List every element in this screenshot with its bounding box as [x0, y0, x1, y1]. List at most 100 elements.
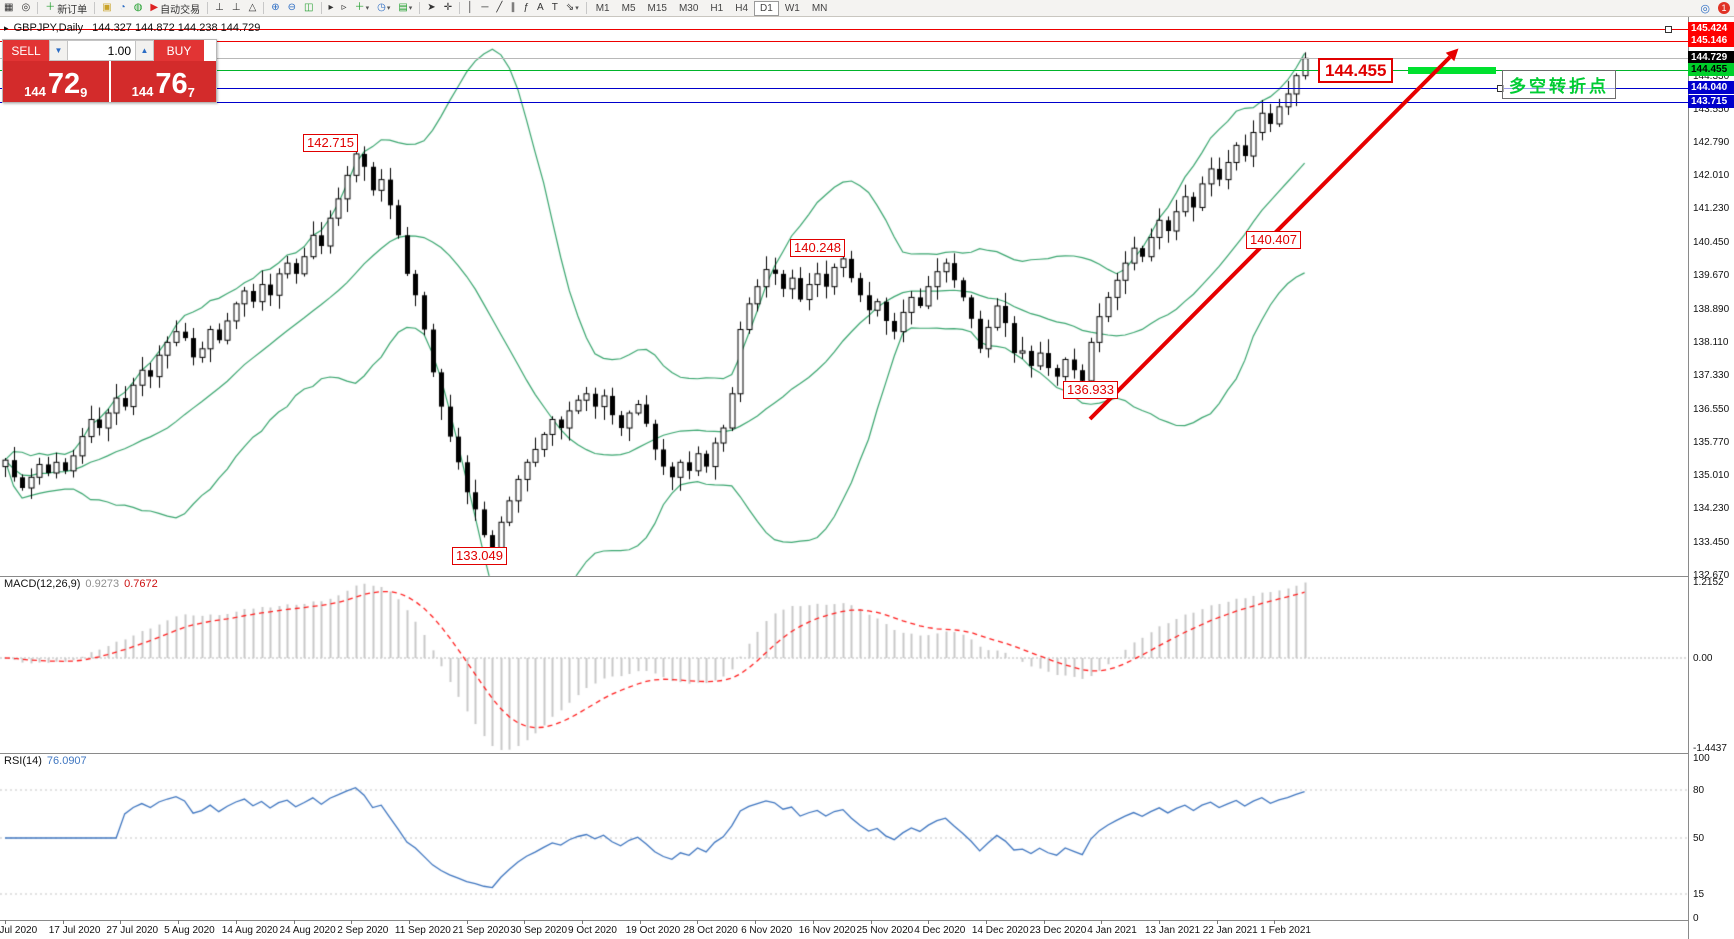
price-annotation-144.455[interactable]: 144.455	[1318, 58, 1394, 83]
price-axis-tick: 137.330	[1693, 370, 1730, 382]
support-zone-bar[interactable]	[1408, 66, 1496, 74]
bull-bear-turning-point-note[interactable]: 多空转折点	[1502, 70, 1616, 99]
crosshair-tool-icon[interactable]: ✛	[443, 2, 453, 13]
toolbar-separator	[207, 2, 209, 14]
rsi-pane-separator[interactable]	[0, 753, 1734, 754]
price-annotation-133.049[interactable]: 133.049	[452, 547, 507, 565]
timeframe-h1[interactable]: H1	[710, 2, 724, 14]
trendline-tool-icon[interactable]: ╱	[496, 2, 503, 13]
date-axis-tick	[928, 920, 930, 924]
price-axis-tick: 133.450	[1693, 536, 1730, 548]
sell-price-display[interactable]: 144 72 9	[3, 61, 109, 102]
date-axis-label: 16 Nov 2020	[798, 925, 856, 936]
price-axis-flag-144.729: 144.729	[1688, 51, 1734, 65]
indicator-axis-tick: 50	[1693, 833, 1705, 844]
new-chart-icon[interactable]: ▦	[4, 2, 14, 13]
volume-increase-button[interactable]: ▲	[135, 40, 154, 61]
price-axis-tick: 143.550	[1693, 103, 1730, 115]
community-icon[interactable]: ◔	[119, 2, 126, 13]
main-toolbar: ▦ ◎ ＋新订单 ▣ ◔ ◍ ▶ 自动交易 ⊥ ⊥ △ ⊕ ⊖ ◫ ▸ ▹ ＋ ▾ ◷ ▾ ▤ ▾ ➤ ✛ │ ─ ╱ ∥ ƒ A T ⇘ ▾ M…	[0, 0, 1734, 17]
timeframe-w1[interactable]: W1	[784, 2, 800, 14]
templates-icon[interactable]: ▤ ▾	[398, 2, 413, 13]
indicators-icon[interactable]: ＋ ▾	[354, 2, 370, 13]
cursor-tool-icon[interactable]: ➤	[427, 2, 436, 13]
date-axis-label: 23 Dec 2020	[1029, 925, 1087, 936]
price-annotation-142.715[interactable]: 142.715	[303, 134, 358, 152]
price-annotation-140.248[interactable]: 140.248	[790, 239, 845, 257]
gold-icon[interactable]: ▣	[102, 2, 112, 13]
horizontal-line-144.04[interactable]	[0, 88, 1688, 89]
timeframe-h4[interactable]: H4	[735, 2, 749, 14]
timeframe-m5[interactable]: M5	[621, 2, 636, 14]
timeframe-m30[interactable]: M30	[678, 2, 699, 14]
date-axis-tick	[582, 920, 583, 924]
auto-scroll-icon[interactable]: ▸	[328, 2, 334, 13]
macd-signal-value: 0.7672	[124, 578, 158, 590]
toolbar-separator	[37, 2, 39, 14]
zoom-out-icon[interactable]: ⊖	[287, 2, 297, 13]
price-axis-tick: 138.110	[1693, 336, 1729, 348]
arrows-tool-icon[interactable]: ⇘ ▾	[565, 2, 579, 13]
sell-button[interactable]: SELL	[3, 40, 49, 61]
timeframe-d1[interactable]: D1	[754, 0, 779, 16]
text-tool-icon[interactable]: A	[537, 2, 544, 13]
price-annotation-140.407[interactable]: 140.407	[1246, 231, 1301, 249]
price-axis-tick: 142.010	[1693, 169, 1730, 181]
horizontal-line-143.715[interactable]	[0, 102, 1688, 103]
bar-chart-icon[interactable]: ⊥	[215, 2, 224, 13]
timeframe-m15[interactable]: M15	[647, 2, 667, 14]
date-axis-tick	[1043, 920, 1045, 924]
toolbar-separator	[94, 2, 96, 14]
price-axis-flag-145.146: 145.146	[1688, 33, 1734, 47]
zoom-in-icon[interactable]: ⊕	[271, 2, 280, 13]
sell-price-pips: 72	[47, 68, 81, 100]
line-handle[interactable]	[1665, 25, 1672, 33]
horizontal-line-145.146[interactable]	[0, 41, 1688, 42]
date-axis-label: 1 Feb 2021	[1260, 925, 1311, 936]
chart-shift-icon[interactable]: ▹	[341, 2, 347, 13]
price-axis-tick: 138.890	[1693, 303, 1730, 315]
label-tool-icon[interactable]: T	[551, 2, 558, 13]
candlestick-chart-icon[interactable]: ⊥	[231, 2, 241, 13]
toolbar-separator	[585, 2, 587, 14]
channel-tool-icon[interactable]: ∥	[510, 2, 516, 13]
macd-pane-separator[interactable]	[0, 576, 1734, 577]
buy-price-display[interactable]: 144 76 7	[110, 61, 216, 102]
date-axis-tick	[62, 920, 64, 924]
date-axis-label: 14 Aug 2020	[221, 925, 278, 936]
new-order-button[interactable]: ＋新订单	[45, 2, 88, 16]
volume-input[interactable]	[68, 40, 135, 61]
indicator-axis-tick: 0.00	[1693, 653, 1713, 664]
vertical-line-tool-icon[interactable]: │	[467, 2, 474, 13]
date-axis-tick	[697, 920, 699, 924]
autotrading-button[interactable]: ▶ 自动交易	[150, 2, 201, 16]
date-axis-label: 17 Jul 2020	[48, 925, 101, 936]
search-magnifier-icon[interactable]: ◎	[21, 2, 31, 13]
notification-badge[interactable]: 1	[1718, 2, 1730, 14]
date-axis-label: 13 Jan 2021	[1145, 925, 1201, 936]
signal-icon[interactable]: ◍	[133, 2, 143, 13]
horizontal-line-145.424[interactable]	[0, 29, 1688, 30]
chart-symbol-period: GBPJPY,Daily	[13, 22, 84, 34]
timeframe-mn[interactable]: MN	[811, 2, 828, 14]
price-annotation-136.933[interactable]: 136.933	[1063, 381, 1118, 399]
periods-icon[interactable]: ◷ ▾	[377, 2, 391, 13]
rsi-pane-header: RSI(14) 76.0907	[4, 755, 87, 767]
date-axis-tick	[178, 920, 180, 924]
line-chart-icon[interactable]: △	[248, 2, 257, 13]
horizontal-line-tool-icon[interactable]: ─	[481, 2, 489, 13]
date-axis-label: 11 Sep 2020	[394, 925, 451, 936]
fibonacci-tool-icon[interactable]: ƒ	[523, 2, 530, 13]
date-axis-label: 27 Jul 2020	[106, 925, 159, 936]
timeframe-m1[interactable]: M1	[595, 2, 610, 14]
horizontal-line-144.729[interactable]	[0, 58, 1688, 59]
horizontal-line-144.455[interactable]	[0, 70, 1688, 71]
volume-decrease-button[interactable]: ▼	[49, 40, 68, 61]
tile-windows-icon[interactable]: ◫	[304, 2, 314, 13]
date-axis-label: 28 Oct 2020	[683, 925, 738, 936]
toolbar-search-icon[interactable]: ◎	[1700, 2, 1710, 15]
buy-button[interactable]: BUY	[154, 40, 204, 61]
date-axis-tick	[120, 920, 122, 924]
